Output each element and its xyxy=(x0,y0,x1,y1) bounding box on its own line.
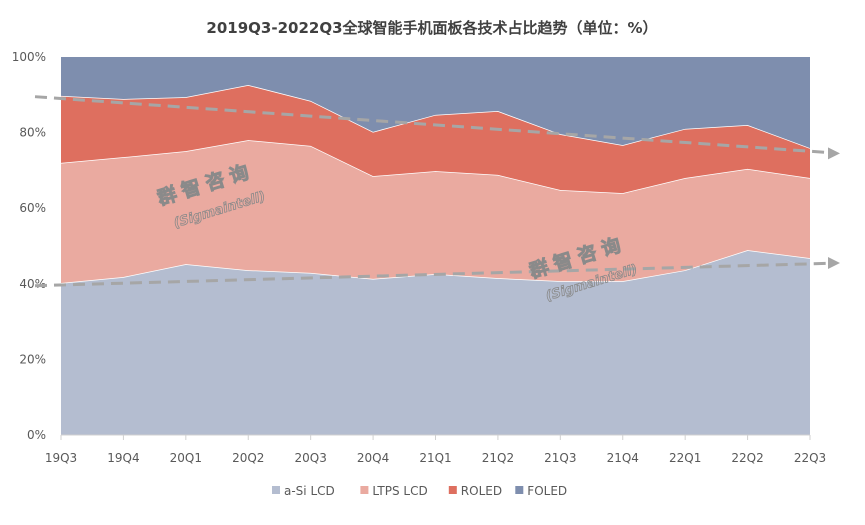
x-tick-label: 20Q1 xyxy=(170,451,202,465)
x-tick-label: 20Q3 xyxy=(294,451,326,465)
y-tick-label: 40% xyxy=(19,277,46,291)
area-foled xyxy=(61,57,810,149)
x-tick-label: 22Q2 xyxy=(731,451,763,465)
y-tick-label: 80% xyxy=(19,126,46,140)
legend-swatch xyxy=(360,486,369,494)
y-tick-label: 0% xyxy=(27,428,46,442)
legend-label: ROLED xyxy=(461,484,502,498)
legend-label: LTPS LCD xyxy=(372,484,427,498)
x-tick-label: 19Q4 xyxy=(107,451,139,465)
upper-trend-arrowhead xyxy=(828,147,840,160)
x-tick-label: 20Q4 xyxy=(357,451,389,465)
legend-label: a-Si LCD xyxy=(284,484,335,498)
y-tick-label: 60% xyxy=(19,201,46,215)
legend-swatch xyxy=(272,486,280,494)
x-tick-label: 20Q2 xyxy=(232,451,264,465)
chart-title: 2019Q3-2022Q3全球智能手机面板各技术占比趋势（单位：%） xyxy=(206,19,657,37)
x-tick-label: 22Q3 xyxy=(794,451,826,465)
area-ltps-lcd xyxy=(61,140,810,284)
x-tick-label: 21Q1 xyxy=(419,451,451,465)
y-tick-label: 20% xyxy=(19,352,46,366)
x-tick-label: 22Q1 xyxy=(669,451,701,465)
area-a-si-lcd xyxy=(61,250,810,435)
legend-label: FOLED xyxy=(527,484,567,498)
x-tick-label: 21Q4 xyxy=(607,451,639,465)
lower-trend-arrowhead xyxy=(828,257,840,270)
x-tick-label: 21Q3 xyxy=(544,451,576,465)
x-tick-label: 21Q2 xyxy=(482,451,514,465)
y-tick-label: 100% xyxy=(12,50,46,64)
legend-swatch xyxy=(515,486,524,494)
legend: a-Si LCD LTPS LCD ROLED FOLED xyxy=(272,484,567,498)
x-tick-label: 19Q3 xyxy=(45,451,77,465)
legend-swatch xyxy=(448,486,457,494)
